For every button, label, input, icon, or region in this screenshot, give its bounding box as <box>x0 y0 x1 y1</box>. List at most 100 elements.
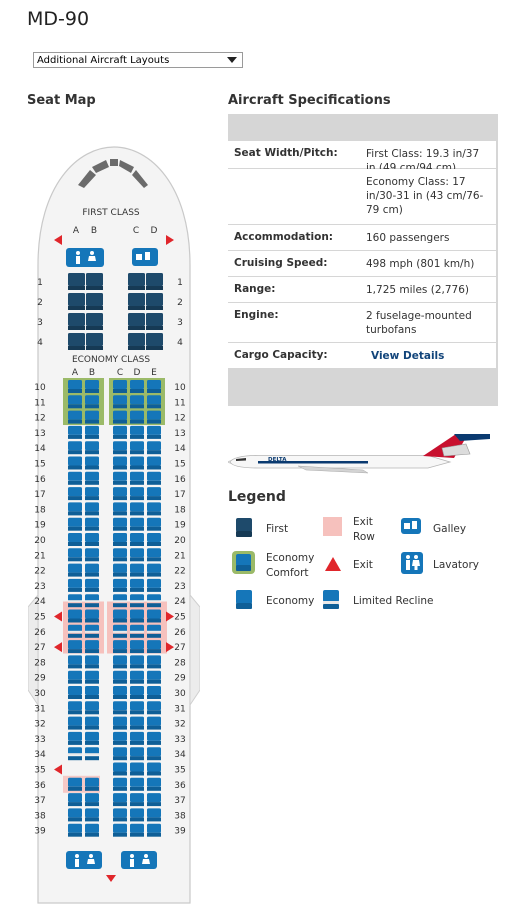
seat[interactable] <box>147 823 161 837</box>
seat[interactable] <box>147 762 161 776</box>
seat[interactable] <box>147 487 161 501</box>
seat[interactable] <box>147 747 161 761</box>
seat[interactable] <box>130 823 144 837</box>
seat[interactable] <box>68 731 82 745</box>
seat[interactable] <box>113 425 127 439</box>
seat[interactable] <box>147 609 161 623</box>
seat[interactable] <box>147 716 161 730</box>
seat[interactable] <box>85 380 99 393</box>
seat[interactable] <box>85 609 99 623</box>
seat[interactable] <box>147 548 161 562</box>
seat[interactable] <box>147 410 161 424</box>
seat[interactable] <box>68 594 82 608</box>
seat[interactable] <box>85 502 99 516</box>
seat[interactable] <box>68 410 82 424</box>
seat[interactable] <box>86 273 103 290</box>
seat[interactable] <box>85 777 99 791</box>
seat[interactable] <box>130 594 144 608</box>
seat[interactable] <box>113 517 127 531</box>
seat[interactable] <box>147 793 161 807</box>
seat[interactable] <box>68 793 82 807</box>
seat[interactable] <box>68 670 82 684</box>
seat[interactable] <box>113 441 127 455</box>
seat[interactable] <box>130 471 144 485</box>
seat[interactable] <box>128 333 145 350</box>
seat[interactable] <box>130 686 144 699</box>
seat[interactable] <box>68 333 85 350</box>
seat[interactable] <box>86 313 103 330</box>
seat[interactable] <box>85 410 99 424</box>
seat[interactable] <box>130 670 144 684</box>
seat[interactable] <box>113 793 127 807</box>
seat[interactable] <box>68 313 85 330</box>
seat[interactable] <box>85 563 99 577</box>
seat[interactable] <box>130 609 144 623</box>
seat[interactable] <box>130 777 144 791</box>
seat[interactable] <box>147 441 161 455</box>
seat[interactable] <box>113 747 127 761</box>
seat[interactable] <box>147 655 161 669</box>
seat[interactable] <box>68 471 82 485</box>
seat[interactable] <box>68 395 82 409</box>
seat[interactable] <box>130 395 144 409</box>
seat[interactable] <box>85 823 99 837</box>
seat[interactable] <box>85 548 99 562</box>
seat[interactable] <box>130 487 144 501</box>
seat[interactable] <box>68 701 82 715</box>
seat[interactable] <box>147 701 161 715</box>
seat[interactable] <box>146 273 163 290</box>
seat[interactable] <box>130 716 144 730</box>
seat[interactable] <box>113 686 127 699</box>
seat[interactable] <box>68 456 82 470</box>
seat[interactable] <box>147 731 161 745</box>
seat[interactable] <box>85 517 99 531</box>
seat[interactable] <box>113 533 127 546</box>
seat[interactable] <box>113 609 127 623</box>
seat[interactable] <box>113 624 127 638</box>
seat[interactable] <box>113 808 127 822</box>
seat[interactable] <box>130 517 144 531</box>
seat[interactable] <box>113 716 127 730</box>
seat[interactable] <box>86 333 103 350</box>
seat[interactable] <box>113 701 127 715</box>
seat[interactable] <box>147 517 161 531</box>
seat[interactable] <box>85 793 99 807</box>
seat[interactable] <box>130 425 144 439</box>
seat[interactable] <box>85 578 99 592</box>
seat[interactable] <box>68 808 82 822</box>
seat[interactable] <box>130 747 144 761</box>
seat[interactable] <box>68 823 82 837</box>
seat[interactable] <box>85 456 99 470</box>
seat[interactable] <box>86 293 103 310</box>
seat[interactable] <box>85 808 99 822</box>
seat[interactable] <box>113 578 127 592</box>
seat[interactable] <box>128 273 145 290</box>
seat[interactable] <box>147 686 161 699</box>
seat[interactable] <box>113 380 127 393</box>
seat[interactable] <box>68 441 82 455</box>
seat[interactable] <box>130 624 144 638</box>
seat[interactable] <box>113 731 127 745</box>
seat[interactable] <box>130 731 144 745</box>
seat[interactable] <box>113 487 127 501</box>
seat[interactable] <box>85 471 99 485</box>
seat[interactable] <box>147 425 161 439</box>
seat[interactable] <box>113 777 127 791</box>
seat[interactable] <box>68 517 82 531</box>
seat[interactable] <box>147 640 161 654</box>
seat[interactable] <box>68 578 82 592</box>
seat[interactable] <box>68 686 82 699</box>
seat[interactable] <box>113 548 127 562</box>
seat[interactable] <box>68 502 82 516</box>
seat[interactable] <box>146 333 163 350</box>
seat[interactable] <box>85 716 99 730</box>
seat[interactable] <box>147 578 161 592</box>
seat[interactable] <box>130 701 144 715</box>
seat[interactable] <box>85 655 99 669</box>
seat[interactable] <box>85 670 99 684</box>
seat[interactable] <box>68 747 82 761</box>
seat[interactable] <box>68 563 82 577</box>
seat[interactable] <box>113 471 127 485</box>
seat[interactable] <box>130 655 144 669</box>
seat[interactable] <box>68 624 82 638</box>
